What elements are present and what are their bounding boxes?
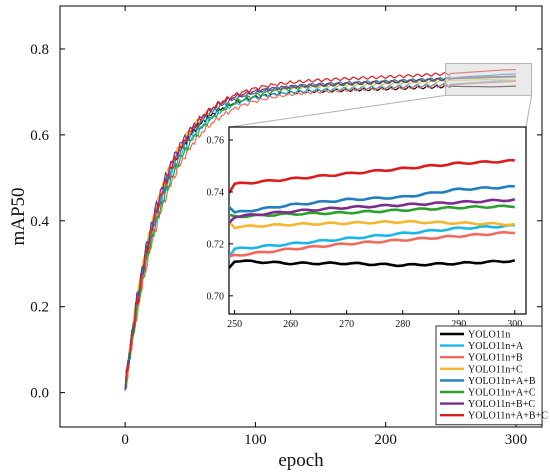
zoom-connector-right xyxy=(525,95,533,128)
inset-series-line-6 xyxy=(229,198,516,225)
y-tick-label: 0.6 xyxy=(30,128,49,144)
legend-label-6: YOLO11n+B+C xyxy=(468,399,535,410)
legend-label-0: YOLO11n xyxy=(468,330,510,341)
y-tick-label: 0.8 xyxy=(30,42,49,58)
y-tick-label: 0.0 xyxy=(30,386,49,402)
inset-y-tick-label: 0.72 xyxy=(207,239,225,250)
inset-x-tick-label: 300 xyxy=(507,319,522,330)
inset-series-line-1 xyxy=(229,223,515,259)
legend-label-3: YOLO11n+C xyxy=(468,364,523,375)
x-tick-label: 100 xyxy=(244,432,267,448)
inset-series-line-2 xyxy=(229,230,515,259)
inset-series-line-3 xyxy=(229,219,516,230)
legend-label-5: YOLO11n+A+C xyxy=(468,388,536,399)
inset-frame xyxy=(228,126,527,315)
x-tick-label: 300 xyxy=(505,432,528,448)
inset-series-line-5 xyxy=(229,204,515,219)
zoom-connector-left xyxy=(228,94,446,128)
legend-label-1: YOLO11n+A xyxy=(468,341,524,352)
zoom-region xyxy=(445,63,533,96)
legend-label-7: YOLO11n+A+B+C xyxy=(468,411,548,422)
inset-x-tick-label: 250 xyxy=(227,319,242,330)
inset-y-tick-label: 0.70 xyxy=(207,291,225,302)
x-tick-label: 200 xyxy=(374,432,397,448)
legend-label-2: YOLO11n+B xyxy=(468,353,523,364)
inset-x-tick-label: 260 xyxy=(283,319,298,330)
inset-y-tick-label: 0.74 xyxy=(207,187,225,198)
inset-series-group xyxy=(229,158,516,270)
inset-x-tick-label: 270 xyxy=(339,319,354,330)
inset-series-line-4 xyxy=(229,184,515,214)
inset-series-line-0 xyxy=(229,259,516,270)
legend-label-4: YOLO11n+A+B xyxy=(468,376,536,387)
inset-series-line-7 xyxy=(229,158,515,195)
x-axis-title: epoch xyxy=(278,450,324,471)
inset-x-tick-label: 290 xyxy=(451,319,466,330)
y-axis-title: mAP50 xyxy=(8,187,29,245)
legend-box xyxy=(435,325,543,426)
inset-x-tick-label: 280 xyxy=(395,319,410,330)
y-tick-label: 0.4 xyxy=(30,214,49,230)
inset-y-tick-label: 0.76 xyxy=(207,135,225,146)
y-tick-label: 0.2 xyxy=(30,300,49,316)
x-tick-label: 0 xyxy=(121,432,129,448)
